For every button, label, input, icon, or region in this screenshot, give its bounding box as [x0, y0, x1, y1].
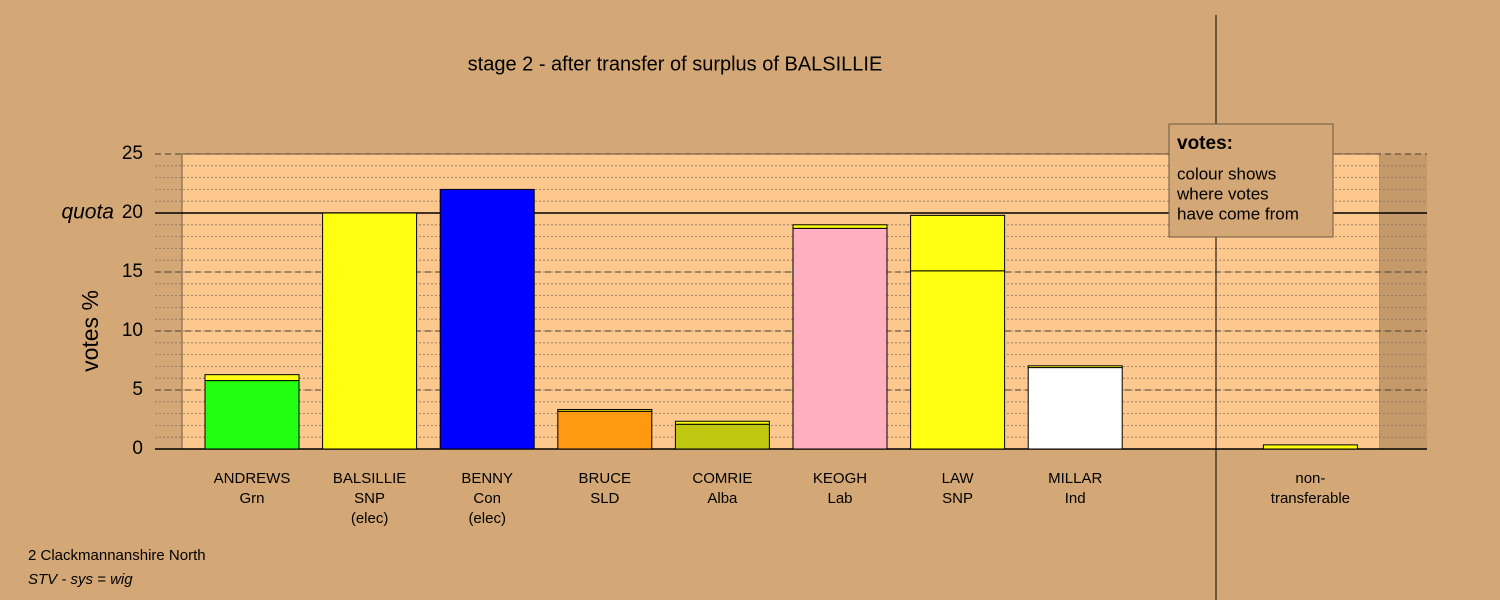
bar-segment [792, 224, 888, 229]
x-tick-label: BALSILLIE [333, 470, 406, 487]
bar-segment [439, 188, 535, 450]
bar-segment [1027, 367, 1123, 450]
x-tick-label: SNP [942, 490, 973, 507]
bars [204, 188, 1358, 450]
x-tick-label: (elec) [351, 510, 389, 527]
x-tick-label: SNP [354, 490, 385, 507]
legend-text: where votes [1176, 184, 1269, 203]
x-tick-label: transferable [1271, 490, 1350, 507]
outer-band [1380, 154, 1427, 449]
quota-label: quota [61, 201, 114, 224]
bar-segment [910, 270, 1006, 450]
x-tick-label: BENNY [461, 470, 513, 487]
x-tick-label: non- [1295, 470, 1325, 487]
x-tick-label: Alba [707, 490, 738, 507]
x-tick-label: Grn [239, 490, 264, 507]
chart-title: stage 2 - after transfer of surplus of B… [468, 53, 883, 75]
y-tick-label: 0 [132, 438, 143, 459]
bar-segment [204, 380, 300, 450]
y-tick-label: 25 [122, 143, 143, 164]
x-tick-label: (elec) [468, 510, 506, 527]
x-tick-label: Con [473, 490, 501, 507]
bar-segment [557, 410, 653, 450]
x-tick-label: Lab [827, 490, 852, 507]
y-tick-label: 5 [132, 379, 143, 400]
y-tick-label: 20 [122, 202, 143, 223]
x-tick-label: KEOGH [813, 470, 867, 487]
bar-segment [1027, 365, 1123, 369]
footnote: 2 Clackmannanshire North [28, 547, 206, 564]
bar-segment [910, 214, 1006, 272]
y-tick-label: 10 [122, 320, 143, 341]
bar-segment [557, 408, 653, 412]
legend-box [1168, 123, 1334, 238]
y-tick-label: 15 [122, 261, 143, 282]
bar-segment [674, 423, 770, 450]
x-tick-label: Ind [1065, 490, 1086, 507]
bar-segment [204, 374, 300, 382]
x-tick-label: SLD [590, 490, 619, 507]
bar-segment [792, 227, 888, 450]
bar-segment [1262, 444, 1358, 450]
x-tick-label: BRUCE [579, 470, 632, 487]
legend-title: votes: [1177, 133, 1233, 154]
x-tick-label: LAW [942, 470, 975, 487]
x-tick-label: ANDREWS [214, 470, 291, 487]
bar-segment [322, 212, 418, 450]
y-axis-label: votes % [77, 290, 103, 372]
legend-text: have come from [1177, 204, 1299, 223]
footnote: STV - sys = wig [28, 571, 133, 588]
legend-text: colour shows [1177, 164, 1276, 183]
bar-segment [674, 420, 770, 425]
x-tick-label: MILLAR [1048, 470, 1102, 487]
legend: votes: colour shows where votes have com… [1168, 123, 1334, 238]
x-tick-label: COMRIE [692, 470, 752, 487]
